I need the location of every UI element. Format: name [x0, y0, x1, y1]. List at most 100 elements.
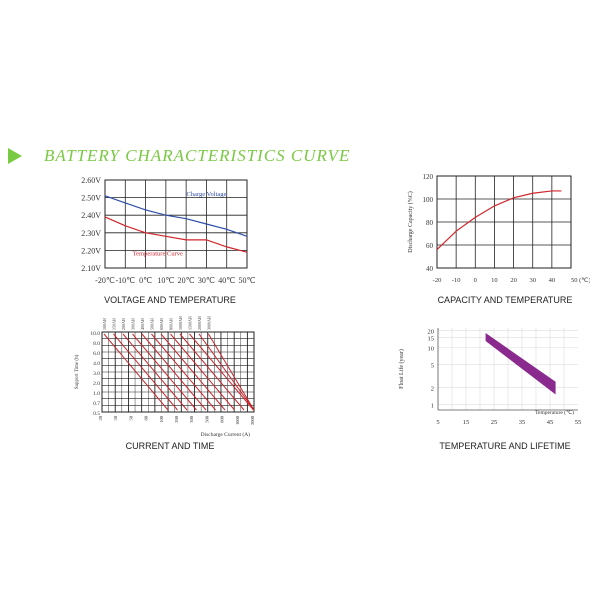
top-label: 600AH [159, 318, 164, 330]
x-tick-label: 20℃ [178, 276, 195, 285]
series-line-800AH [170, 333, 235, 411]
y-tick-label: 5 [431, 363, 434, 370]
top-label: 200AH [121, 318, 126, 330]
x-tick-label: 20 [510, 277, 517, 284]
y-tick-label: 6.0 [93, 351, 100, 357]
capacity-temperature-chart: 120 100 80 60 40 -20 -10 0 10 20 30 40 50 (℃) Dischar… [407, 173, 590, 284]
x-tick-label: -10 [452, 277, 461, 284]
x-tick-label: 50 (℃) [571, 277, 590, 284]
x-tick-label: 40 [549, 277, 556, 284]
x-tick-label: 10℃ [157, 276, 174, 285]
x-tick-label: 5 [436, 419, 439, 426]
y-tick-label: 60 [426, 242, 434, 250]
current-time-chart: 10.0 8.0 6.0 4.0 3.0 2.0 1.0 0.7 0.520 30 50 80 100 2… [75, 316, 255, 438]
arrow-icon [8, 148, 22, 164]
y-tick-label: 4.0 [93, 361, 100, 367]
top-label: 500AH [150, 318, 155, 330]
y-tick-label: 2 [431, 385, 434, 392]
x-tick-label: -20℃ [95, 276, 115, 285]
top-label: 100AH [102, 318, 107, 330]
top-label: 800AH [169, 318, 174, 330]
series-line-500AH [151, 333, 216, 411]
series-line-1000AH [179, 333, 245, 411]
x-tick-label: -20 [433, 277, 442, 284]
x-tick-label: 1000 [235, 415, 240, 425]
series-line-charge-voltage [104, 195, 248, 237]
x-axis-label: Discharge Current (A) [201, 431, 251, 438]
lifetime-band [485, 332, 556, 395]
top-label: 3000AH [207, 316, 212, 330]
y-tick-label: 0.5 [93, 411, 100, 417]
voltage-temperature-chart: 2.60V 2.50V 2.40V 2.30V 2.20V 2.10V -20℃ -10℃ 0℃… [81, 176, 256, 285]
caption-capacity-temperature: CAPACITY AND TEMPERATURE [437, 295, 573, 305]
y-tick-label: 8.0 [93, 341, 100, 347]
x-tick-label: 100 [159, 415, 164, 423]
x-tick-label: 30 [529, 277, 536, 284]
y-tick-label: 2.30V [81, 229, 101, 238]
x-axis-label: Temperature (℃) [535, 409, 574, 416]
y-tick-label: 2.50V [81, 194, 101, 203]
y-tick-label: 2.0 [93, 381, 100, 387]
y-axis-label: Float Life (year) [398, 349, 405, 389]
series-line-400AH [141, 333, 207, 411]
x-tick-label: 40℃ [218, 276, 235, 285]
x-tick-label: 45 [547, 419, 554, 426]
x-tick-label: 800 [220, 415, 225, 423]
y-tick-label: 120 [423, 173, 434, 181]
caption-voltage-temperature: VOLTAGE AND TEMPERATURE [104, 295, 236, 305]
x-tick-label: 0 [474, 277, 477, 284]
x-tick-label: 2000 [250, 415, 255, 425]
x-tick-label: 15 [463, 419, 470, 426]
y-tick-label: 2.10V [81, 264, 101, 273]
series-line-600AH [160, 333, 226, 411]
x-tick-label: -10℃ [115, 276, 135, 285]
x-tick-label: 50℃ [239, 276, 256, 285]
x-tick-label: 30℃ [198, 276, 215, 285]
y-tick-label: 100 [423, 196, 434, 204]
series-line-200AH [122, 333, 188, 411]
y-axis-label: Discharge Capacity (%C) [407, 191, 414, 253]
top-label: 400AH [140, 318, 145, 330]
legend-charge-voltage: Charge Voltage [186, 191, 226, 198]
x-tick-label: 10 [491, 277, 498, 284]
x-tick-label: 300 [189, 415, 194, 423]
y-tick-label: 10 [428, 346, 435, 353]
series-line-150AH [113, 333, 178, 411]
top-label: 150AH [112, 318, 117, 330]
caption-temperature-lifetime: TEMPERATURE AND LIFETIME [439, 441, 571, 451]
top-label: 300AH [131, 318, 136, 330]
x-tick-label: 0℃ [139, 276, 152, 285]
section-header: BATTERY CHARACTERISTICS CURVE [8, 146, 350, 166]
y-tick-label: 15 [428, 335, 435, 342]
x-tick-label: 20 [98, 415, 103, 420]
top-label: 2000AH [197, 316, 202, 330]
x-tick-label: 25 [491, 419, 498, 426]
x-tick-label: 35 [519, 419, 526, 426]
page-title: BATTERY CHARACTERISTICS CURVE [44, 146, 351, 165]
y-axis-label: Support Time (h) [75, 354, 80, 389]
y-tick-label: 10.0 [90, 331, 100, 337]
x-tick-label: 500 [204, 415, 209, 423]
series-line-1500AH [189, 333, 254, 411]
series-line-temperature-curve [104, 216, 248, 253]
y-tick-label: 1 [431, 402, 434, 409]
y-tick-label: 2.60V [81, 176, 101, 185]
y-tick-label: 3.0 [93, 371, 100, 377]
series-line-capacity [436, 190, 562, 251]
plot-frame [104, 179, 248, 269]
caption-current-time: CURRENT AND TIME [125, 441, 215, 451]
y-tick-label: 2.20V [81, 246, 101, 255]
legend-temperature-curve: Temperature Curve [133, 251, 183, 258]
x-tick-label: 30 [113, 415, 118, 420]
y-tick-label: 20 [428, 328, 435, 335]
series-line-3000AH [208, 333, 255, 411]
y-tick-label: 2.40V [81, 211, 101, 220]
y-tick-label: 40 [426, 265, 434, 273]
y-tick-label: 0.7 [93, 401, 100, 407]
series-line-100AH [103, 333, 169, 411]
x-tick-label: 55 [575, 419, 582, 426]
top-label: 1500AH [188, 316, 193, 330]
series-line-2000AH [198, 333, 255, 411]
x-tick-label: 80 [144, 415, 149, 420]
